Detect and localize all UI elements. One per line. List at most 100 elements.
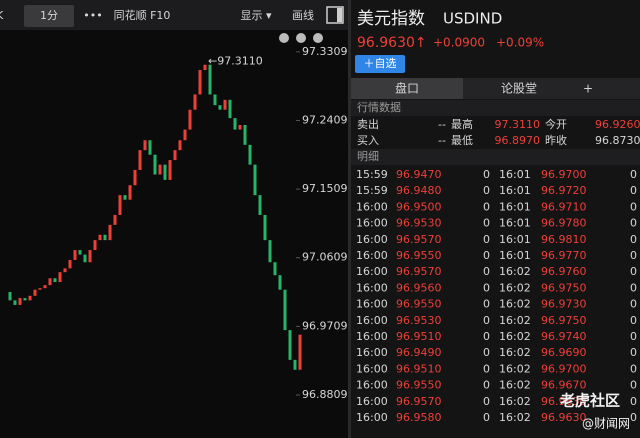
trade-cell: 96.9550 bbox=[396, 379, 442, 392]
change: +0.0900 bbox=[433, 36, 485, 50]
y-tick-label: 97.0609 bbox=[302, 251, 348, 264]
candle bbox=[138, 150, 142, 170]
zoom-out-icon[interactable] bbox=[279, 33, 289, 43]
candle bbox=[113, 214, 117, 225]
market-cell: 最高 bbox=[451, 117, 473, 131]
candle bbox=[163, 164, 167, 180]
candle bbox=[48, 278, 52, 286]
tab-label[interactable]: 论股堂 bbox=[501, 82, 537, 96]
trade-cell: 96.9740 bbox=[541, 330, 587, 343]
trade-cell: 96.9530 bbox=[396, 314, 442, 327]
trade-cell: 0 bbox=[483, 298, 490, 311]
trade-cell: 16:02 bbox=[499, 298, 531, 311]
candle bbox=[273, 262, 277, 276]
candle bbox=[158, 164, 162, 175]
watch-button[interactable] bbox=[355, 55, 405, 73]
market-cell: -- bbox=[438, 118, 446, 131]
trade-cell: 0 bbox=[630, 217, 637, 230]
candle bbox=[98, 234, 102, 241]
candle bbox=[63, 268, 67, 273]
candle bbox=[43, 285, 47, 289]
candle bbox=[33, 289, 37, 296]
watch-button-label[interactable]: ＋自选 bbox=[364, 57, 397, 70]
candle bbox=[133, 169, 137, 186]
candle bbox=[118, 195, 122, 215]
trade-cell: 0 bbox=[483, 330, 490, 343]
trade-cell: 0 bbox=[483, 314, 490, 327]
candle bbox=[143, 140, 147, 151]
trade-cell: 96.9670 bbox=[541, 379, 587, 392]
candle bbox=[283, 289, 287, 331]
f10-link[interactable]: 同花顺 F10 bbox=[114, 9, 171, 22]
trade-cell: 0 bbox=[483, 200, 490, 213]
market-cell: 买入 bbox=[357, 134, 379, 147]
market-cell: 今开 bbox=[545, 117, 567, 131]
candle bbox=[243, 124, 247, 145]
more-menu[interactable]: ••• bbox=[83, 9, 102, 22]
trade-cell: 16:00 bbox=[356, 362, 388, 375]
candle bbox=[213, 94, 217, 106]
display-menu[interactable]: 显示 ▾ bbox=[240, 9, 271, 22]
trade-cell: 96.9510 bbox=[396, 362, 442, 375]
candle bbox=[238, 124, 242, 130]
trade-cell: 0 bbox=[483, 395, 490, 408]
market-cell: 96.8730 bbox=[595, 134, 640, 147]
candle bbox=[73, 250, 77, 260]
draw-tool[interactable]: 画线 bbox=[292, 8, 314, 22]
zoom-in-icon[interactable] bbox=[296, 33, 306, 43]
trade-cell: 96.9580 bbox=[396, 411, 442, 424]
candle bbox=[218, 105, 222, 110]
trade-cell: 96.9500 bbox=[396, 200, 442, 213]
trade-cell: 16:02 bbox=[499, 330, 531, 343]
trade-cell: 16:00 bbox=[356, 249, 388, 262]
y-tick-label: 96.9709 bbox=[302, 319, 348, 332]
candle bbox=[13, 300, 17, 305]
y-tick-label: 97.2409 bbox=[302, 113, 348, 126]
trade-cell: 0 bbox=[630, 200, 637, 213]
tab[interactable] bbox=[463, 78, 575, 99]
trade-cell: 96.9530 bbox=[396, 217, 442, 230]
trade-cell: 0 bbox=[630, 346, 637, 359]
trade-cell: 16:02 bbox=[499, 265, 531, 278]
trade-cell: 0 bbox=[630, 265, 637, 278]
toolbar-edge: K bbox=[0, 9, 4, 22]
trade-cell: 16:00 bbox=[356, 200, 388, 213]
trade-cell: 0 bbox=[483, 217, 490, 230]
trade-cell: 0 bbox=[630, 362, 637, 375]
tab-active[interactable] bbox=[351, 78, 463, 99]
candle bbox=[78, 250, 82, 255]
candle bbox=[53, 278, 57, 283]
panel-toggle-icon[interactable] bbox=[326, 6, 344, 24]
market-cell: 96.8970 bbox=[495, 134, 541, 147]
trade-cell: 96.9770 bbox=[541, 249, 587, 262]
candle bbox=[293, 359, 297, 370]
trade-cell: 96.9720 bbox=[541, 184, 587, 197]
trade-cell: 96.9780 bbox=[541, 217, 587, 230]
instrument-name: 美元指数 bbox=[357, 9, 425, 29]
interval-tab[interactable] bbox=[24, 5, 74, 27]
tab-add[interactable] bbox=[575, 78, 640, 99]
trade-cell: 0 bbox=[630, 314, 637, 327]
candle bbox=[168, 160, 172, 180]
trade-cell: 16:01 bbox=[499, 233, 531, 246]
candle bbox=[18, 298, 22, 305]
candle bbox=[223, 99, 227, 110]
candle bbox=[123, 195, 127, 200]
market-cell: 最低 bbox=[451, 134, 473, 147]
tab-label[interactable]: 盘口 bbox=[395, 81, 419, 96]
trade-cell: 16:00 bbox=[356, 411, 388, 424]
price: 96.9630↑ bbox=[357, 35, 427, 51]
trade-cell: 0 bbox=[483, 281, 490, 294]
tab-label[interactable]: + bbox=[583, 82, 593, 96]
trade-cell: 16:00 bbox=[356, 281, 388, 294]
change-pct: +0.09% bbox=[496, 36, 544, 50]
zoom-reset-icon[interactable] bbox=[313, 33, 323, 43]
trade-cell: 96.9730 bbox=[541, 298, 587, 311]
price-chart: 97.3309 97.2409 97.1509 97.0609 96.9709 96.88… bbox=[8, 45, 348, 401]
trade-cell: 0 bbox=[630, 379, 637, 392]
trade-cell: 16:01 bbox=[499, 200, 531, 213]
trade-cell: 0 bbox=[483, 184, 490, 197]
candle bbox=[198, 70, 202, 95]
candle bbox=[83, 254, 87, 263]
candle bbox=[153, 154, 157, 175]
